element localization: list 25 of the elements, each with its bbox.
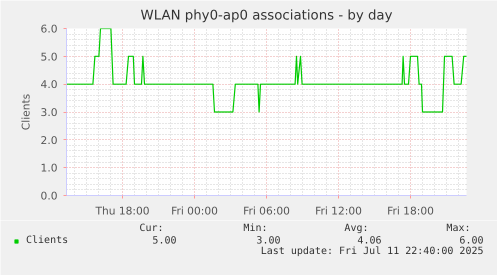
- y-tick-label: 5.0: [40, 50, 58, 64]
- y-tick-label: 3.0: [40, 106, 58, 119]
- text: Min:: [243, 223, 268, 234]
- text: Avg:: [344, 223, 369, 234]
- y-tick-label: 6.0: [40, 22, 58, 36]
- line-series: [66, 28, 466, 113]
- text: Max:: [446, 223, 471, 234]
- text: 5.00: [152, 236, 177, 246]
- y-tick-label: 0.0: [40, 190, 58, 202]
- x-tick-label: Thu 18:00: [94, 204, 150, 218]
- legend-label: Clients: [26, 235, 68, 246]
- y-axis-title: Clients: [20, 93, 33, 130]
- y-tick-label: 1.0: [40, 162, 58, 175]
- x-tick-label: Fri 00:00: [171, 204, 218, 218]
- text: Cur:: [139, 223, 164, 234]
- y-tick-label: 2.0: [40, 134, 58, 147]
- x-tick-label: Fri 12:00: [315, 204, 362, 218]
- text: 6.00: [459, 236, 484, 246]
- text: 4.06: [357, 236, 382, 246]
- x-tick-label: Fri 18:00: [387, 204, 434, 218]
- chart-title: WLAN phy0-ap0 associations - by day: [140, 8, 393, 24]
- text: Last update: Fri Jul 11 22:40:00 2025: [260, 246, 484, 257]
- x-tick-label: Fri 06:00: [243, 204, 290, 218]
- text: 3.00: [256, 236, 281, 246]
- y-tick-label: 4.0: [40, 78, 58, 92]
